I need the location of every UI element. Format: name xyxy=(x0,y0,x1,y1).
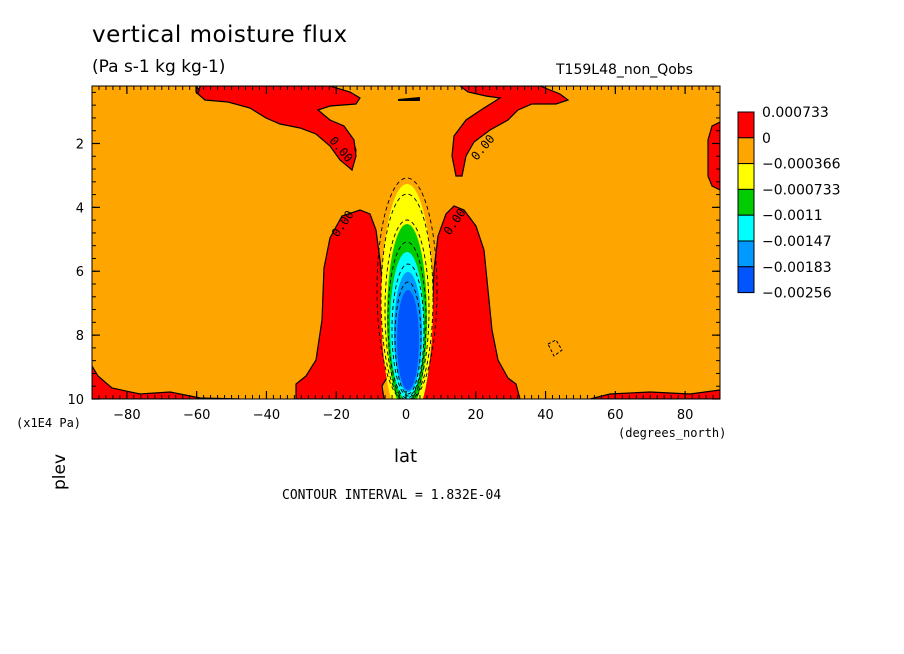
x-tick-label: −20 xyxy=(323,408,350,423)
colorbar-label: 0 xyxy=(762,131,771,147)
colorbar-label: −0.00256 xyxy=(762,286,832,302)
colorbar-swatch xyxy=(737,111,755,139)
x-tick-label: 40 xyxy=(537,408,554,423)
negative-contour-lines xyxy=(376,177,438,399)
colorbar-swatch xyxy=(737,188,755,216)
small-contour-feature-right xyxy=(547,339,563,357)
contour-fills xyxy=(92,86,720,399)
colorbar-swatch xyxy=(737,163,755,190)
x-tick-label: 20 xyxy=(468,408,485,423)
x-tick-label: −60 xyxy=(183,408,210,423)
x-axis-unit: (degrees_north) xyxy=(618,426,727,440)
colorbar-swatch xyxy=(737,266,755,294)
run-label: T159L48_non_Qobs xyxy=(556,62,693,78)
y-tick-label: 10 xyxy=(67,393,84,408)
colorbar: 0.000733 0 −0.000366 −0.000733 −0.0011 −0.001… xyxy=(737,105,841,302)
colorbar-swatch xyxy=(737,214,755,242)
x-tick-label: 0 xyxy=(402,408,410,423)
y-axis-unit: (x1E4 Pa) xyxy=(16,416,82,430)
positive-flux-region-right-edge xyxy=(707,121,720,191)
small-contour-feature-top xyxy=(398,97,420,101)
x-axis-ticks: −80 −60 −40 −20 0 20 40 60 80 xyxy=(113,86,693,423)
negative-core-blue xyxy=(397,290,419,390)
colorbar-label: −0.00147 xyxy=(762,234,832,250)
x-tick-label: 80 xyxy=(677,408,694,423)
minor-ticks xyxy=(91,86,721,399)
chart-units: (Pa s-1 kg kg-1) xyxy=(92,57,226,77)
x-tick-label: 60 xyxy=(607,408,624,423)
colorbar-label: −0.000733 xyxy=(762,182,841,198)
colorbar-swatch xyxy=(737,240,755,268)
y-tick-label: 8 xyxy=(76,329,84,344)
y-tick-label: 4 xyxy=(76,201,84,216)
contour-interval: CONTOUR INTERVAL = 1.832E-04 xyxy=(282,488,502,503)
colorbar-label: 0.000733 xyxy=(762,105,829,121)
colorbar-label: −0.0011 xyxy=(762,208,823,224)
y-tick-label: 6 xyxy=(76,265,84,280)
colorbar-swatch xyxy=(737,137,755,165)
colorbar-label: −0.00183 xyxy=(762,260,832,276)
chart-title: vertical moisture flux xyxy=(92,22,348,48)
positive-flux-region-bottom-left-corner xyxy=(92,364,241,399)
positive-flux-region-upper-right xyxy=(451,86,570,177)
colorbar-label: −0.000366 xyxy=(762,157,841,173)
x-tick-label: −40 xyxy=(253,408,280,423)
x-tick-label: −80 xyxy=(113,408,140,423)
positive-flux-region-upper-left-main xyxy=(197,86,361,172)
y-tick-label: 2 xyxy=(76,137,84,152)
y-axis-ticks: 2 4 6 8 10 xyxy=(67,137,720,408)
x-axis-label: lat xyxy=(394,446,418,467)
